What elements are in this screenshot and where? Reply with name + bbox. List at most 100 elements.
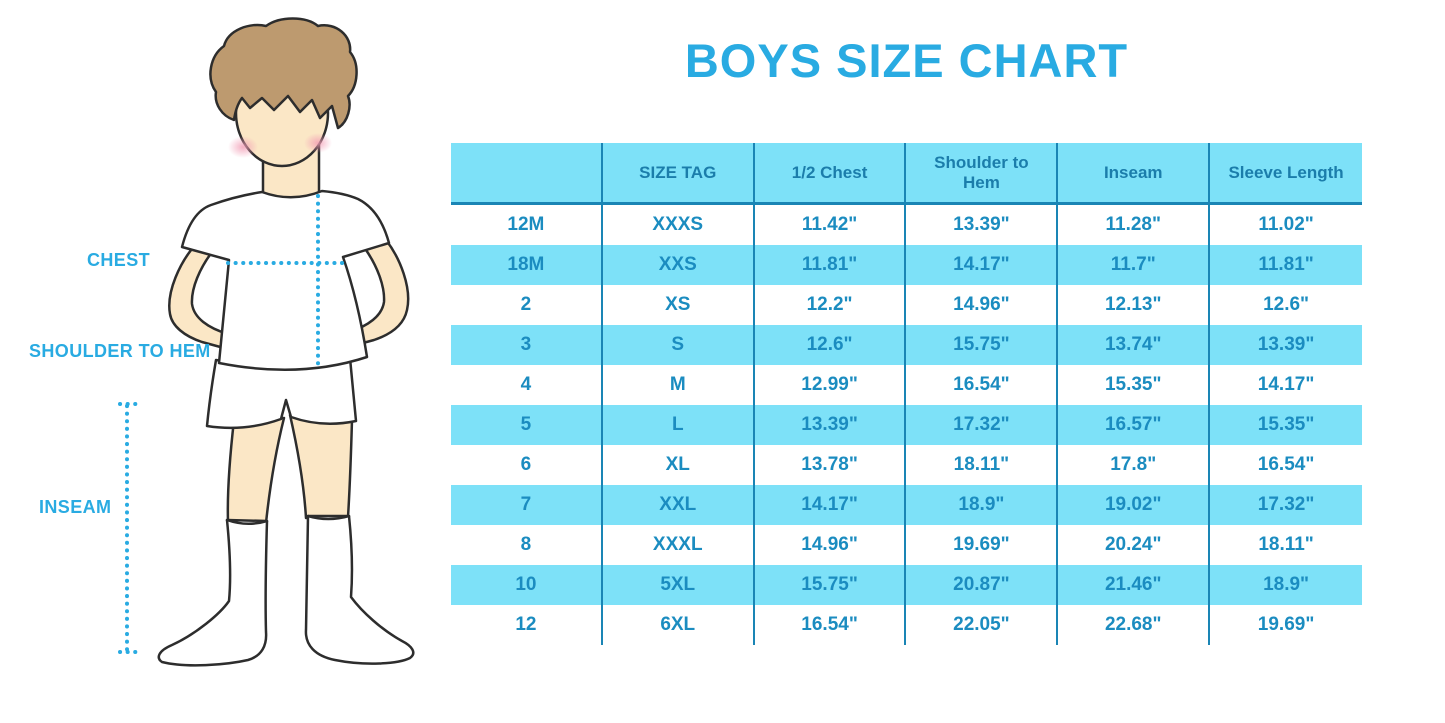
table-cell: XXL [603,485,755,525]
table-cell: 16.54" [1257,454,1315,475]
table-row: 2 XS 12.2" 14.96" 12.13" 12.6" [451,285,1362,325]
figure-right-sock-top-edge [306,514,351,521]
table-cell: 12 [451,605,603,645]
figure-left-arm [168,242,230,350]
table-cell: 16.54" [755,605,907,645]
table-cell: 18.11" [906,445,1059,485]
table-cell: 6 [451,445,603,485]
table-cell: XXXL [603,525,755,565]
table-cell: 10 [451,565,603,605]
table-cell: 11.7" [1058,245,1211,285]
shoulder-to-hem-label: SHOULDER TO HEM [29,341,211,361]
table-cell: 13.39" [755,405,907,445]
table-cell: 22.68" [1058,605,1211,645]
table-cell: 18.11" [1258,534,1314,555]
table-cell: 13.78" [755,445,907,485]
figure-left-leg [226,416,286,525]
table-header-row: SIZE TAG 1/2 Chest Shoulder to Hem Insea… [451,143,1362,205]
table-cell: 17.8" [1058,445,1211,485]
table-cell: 18M [451,245,603,285]
figure-left-sock [157,518,269,667]
table-row: 8 XXXL 14.96" 19.69" 20.24" 18.11" [451,525,1362,565]
table-cell: 18.9" [1263,574,1310,595]
table-cell: 14.96" [755,525,907,565]
table-row: 10 5XL 15.75" 20.87" 21.46" 18.9" [451,565,1362,605]
table-cell: XS [603,285,755,325]
table-cell: 20.87" [906,565,1059,605]
table-cell: L [603,405,755,445]
table-row: 12 6XL 16.54" 22.05" 22.68" 19.69" [451,605,1362,645]
table-cell: 20.24" [1058,525,1211,565]
table-cell: 12.13" [1058,285,1211,325]
table-cell: 11.28" [1058,205,1211,245]
table-cell: XXXS [603,205,755,245]
table-cell: 16.54" [906,365,1059,405]
table-cell: M [603,365,755,405]
table-cell: 14.17" [1257,374,1315,395]
table-row: 4 M 12.99" 16.54" 15.35" 14.17" [451,365,1362,405]
header-cell-inseam: Inseam [1058,143,1211,202]
page-title: BOYS SIZE CHART [684,34,1129,87]
table-cell: 19.69" [906,525,1059,565]
table-cell: 8 [451,525,603,565]
table-cell: 7 [451,485,603,525]
table-row: 18M XXS 11.81" 14.17" 11.7" 11.81" [451,245,1362,285]
table-cell: 17.32" [1257,494,1315,515]
table-cell: 17.32" [906,405,1059,445]
header-cell-shoulder-to-hem: Shoulder to Hem [906,143,1059,202]
table-cell: 3 [451,325,603,365]
table-cell: 22.05" [906,605,1059,645]
table-cell: 14.17" [906,245,1059,285]
table-cell: 13.39" [1257,334,1315,355]
figure-hair [209,17,358,130]
table-cell: 6XL [603,605,755,645]
header-cell-size-tag: SIZE TAG [603,143,755,202]
inseam-label: INSEAM [39,497,112,517]
figure-tshirt [180,189,391,371]
table-cell: 15.35" [1257,414,1315,435]
table-cell: 14.17" [755,485,907,525]
header-cell-sleeve-length: Sleeve Length [1228,162,1344,182]
figure-blush-left [228,136,258,158]
table-cell: XXS [603,245,755,285]
table-cell: 2 [451,285,603,325]
figure-left-sock-top-edge [225,518,269,525]
table-cell: 11.81" [1258,254,1314,275]
table-cell: 4 [451,365,603,405]
table-cell: 13.74" [1058,325,1211,365]
table-cell: 16.57" [1058,405,1211,445]
table-cell: XL [603,445,755,485]
header-cell-size [451,143,603,202]
figure-blush-right [304,133,332,153]
table-cell: 15.35" [1058,365,1211,405]
chest-label: CHEST [87,250,151,270]
table-row: 12M XXXS 11.42" 13.39" 11.28" 11.02" [451,205,1362,245]
figure-right-sock [304,514,415,665]
table-cell: 12.6" [755,325,907,365]
table-row: 6 XL 13.78" 18.11" 17.8" 16.54" [451,445,1362,485]
figure-right-leg [288,413,354,520]
table-row: 5 L 13.39" 17.32" 16.57" 15.35" [451,405,1362,445]
table-cell: 19.02" [1058,485,1211,525]
table-cell: 21.46" [1058,565,1211,605]
table-cell: 12.2" [755,285,907,325]
table-cell: 11.02" [1258,214,1314,235]
table-cell: 13.39" [906,205,1059,245]
table-cell: 11.81" [755,245,907,285]
boy-measurement-figure-illustration [118,17,415,667]
header-cell-half-chest: 1/2 Chest [755,143,907,202]
table-cell: 12M [451,205,603,245]
table-row: 7 XXL 14.17" 18.9" 19.02" 17.32" [451,485,1362,525]
table-cell: 15.75" [906,325,1059,365]
table-cell: 18.9" [906,485,1059,525]
table-cell: 5XL [603,565,755,605]
table-cell: 12.99" [755,365,907,405]
table-cell: 11.42" [755,205,907,245]
table-cell: 14.96" [906,285,1059,325]
size-table: SIZE TAG 1/2 Chest Shoulder to Hem Insea… [451,143,1362,645]
table-row: 3 S 12.6" 15.75" 13.74" 13.39" [451,325,1362,365]
table-cell: 12.6" [1263,294,1310,315]
table-cell: 5 [451,405,603,445]
table-cell: S [603,325,755,365]
